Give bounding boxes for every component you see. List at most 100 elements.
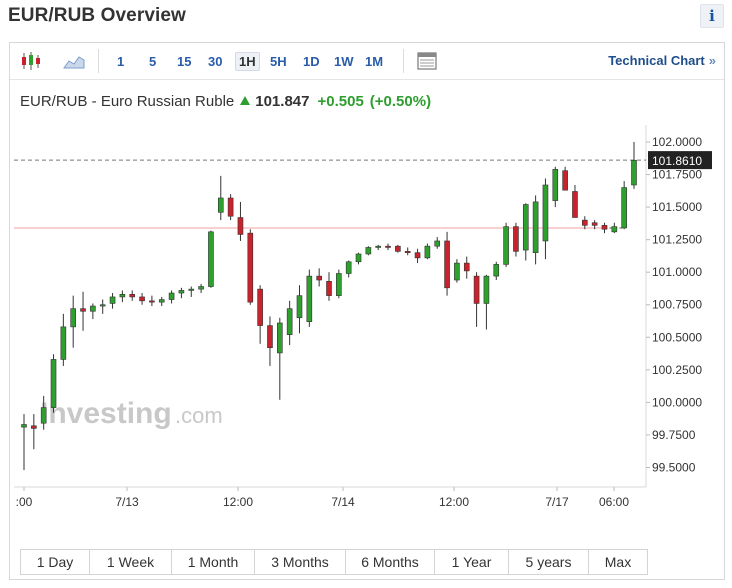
candle-down xyxy=(139,296,145,302)
candle-up xyxy=(217,197,224,213)
candle-up xyxy=(621,187,627,229)
interval-1m[interactable]: 1M xyxy=(365,54,384,69)
y-tick-label: 100.7500 xyxy=(652,298,702,312)
candle-down xyxy=(513,226,519,252)
candle-up xyxy=(493,264,500,277)
range-1-day[interactable]: 1 Day xyxy=(21,550,90,574)
candle-down xyxy=(31,425,37,429)
candle-down xyxy=(591,222,598,226)
candle-down xyxy=(80,308,86,312)
candle-up xyxy=(336,273,342,296)
x-tick-label: 7/14 xyxy=(331,495,355,509)
interval-1h[interactable]: 1H xyxy=(235,52,260,71)
y-tick-label: 101.5000 xyxy=(652,200,702,214)
interval-1d[interactable]: 1D xyxy=(303,54,320,69)
candle-up xyxy=(208,231,214,287)
candle-up xyxy=(611,226,618,233)
candle-down xyxy=(247,232,254,303)
area-chart-icon[interactable] xyxy=(62,50,86,72)
time-range-selector: 1 Day 1 Week 1 Month 3 Months 6 Months 1… xyxy=(20,549,648,575)
candle-up xyxy=(345,261,352,274)
candle-up xyxy=(365,247,372,255)
range-6-months[interactable]: 6 Months xyxy=(346,550,435,574)
watermark-text: Investing xyxy=(40,397,172,430)
x-tick-label: 7/17 xyxy=(545,495,569,509)
candle-down xyxy=(129,294,136,298)
data-table-icon[interactable] xyxy=(416,50,438,72)
toolbar-separator xyxy=(98,49,99,73)
y-tick-label: 100.5000 xyxy=(652,330,702,344)
info-icon[interactable]: i xyxy=(700,4,724,28)
candle-up xyxy=(454,262,460,281)
x-tick-label: 12:00 xyxy=(439,495,469,509)
interval-30[interactable]: 30 xyxy=(208,54,223,69)
interval-5[interactable]: 5 xyxy=(149,54,157,69)
candle-up xyxy=(119,294,126,298)
candle-up xyxy=(286,308,293,335)
candle-down xyxy=(572,191,578,218)
candle-up xyxy=(631,159,637,186)
range-1-month[interactable]: 1 Month xyxy=(172,550,255,574)
candle-down xyxy=(473,275,480,304)
candle-down xyxy=(227,197,234,217)
range-3-months[interactable]: 3 Months xyxy=(255,550,346,574)
candle-up xyxy=(90,305,96,312)
range-5-years[interactable]: 5 years xyxy=(509,550,589,574)
y-tick-label: 100.2500 xyxy=(652,363,702,377)
candle-down xyxy=(257,288,263,326)
candle-up xyxy=(306,275,313,322)
range-1-week[interactable]: 1 Week xyxy=(90,550,172,574)
candle-up xyxy=(355,253,362,263)
range-1-year[interactable]: 1 Year xyxy=(435,550,509,574)
candle-up xyxy=(99,304,106,307)
range-max[interactable]: Max xyxy=(589,550,647,574)
candle-down xyxy=(404,251,411,253)
chevron-right-icon: » xyxy=(708,53,716,68)
candle-up xyxy=(60,326,67,360)
candle-up xyxy=(188,288,195,291)
candle-up xyxy=(483,275,490,304)
candle-up xyxy=(375,245,381,248)
candle-down xyxy=(149,300,155,303)
last-price: 101.847 xyxy=(255,93,310,110)
interval-5h[interactable]: 5H xyxy=(270,54,287,69)
x-tick-label: 06:00 xyxy=(599,495,629,509)
candle-up xyxy=(552,169,559,201)
candle-up xyxy=(21,424,27,428)
candle-down xyxy=(414,252,421,259)
candle-up xyxy=(168,292,175,300)
candle-down xyxy=(601,225,608,230)
candle-up xyxy=(532,201,539,253)
page-title: EUR/RUB Overview xyxy=(8,5,186,26)
candle-down xyxy=(267,325,273,349)
candle-up xyxy=(277,322,283,354)
price-change-percent: (+0.50%) xyxy=(369,93,432,110)
candle-up xyxy=(198,286,204,290)
last-price-label-box xyxy=(648,151,712,170)
candle-up xyxy=(503,226,509,265)
arrow-up-icon xyxy=(240,96,251,105)
y-tick-label: 101.2500 xyxy=(652,233,702,247)
candlestick-chart[interactable]: Investing .com 102.0000 101.7500 101.5000 101… xyxy=(10,43,726,543)
watermark-suffix: .com xyxy=(175,403,223,428)
technical-chart-link[interactable]: Technical Chart» xyxy=(608,53,716,68)
candle-down xyxy=(385,245,391,248)
candlestick-chart-icon[interactable] xyxy=(19,50,43,72)
candle-up xyxy=(542,184,549,242)
interval-1w[interactable]: 1W xyxy=(334,54,354,69)
interval-15[interactable]: 15 xyxy=(177,54,192,69)
interval-1[interactable]: 1 xyxy=(117,54,125,69)
y-tick-label: 102.0000 xyxy=(652,135,702,149)
candle-up xyxy=(178,290,185,294)
y-tick-label: 99.7500 xyxy=(652,428,696,442)
candle-down xyxy=(444,240,450,289)
toolbar-separator xyxy=(403,49,404,73)
price-change: +0.505 xyxy=(317,93,364,110)
candle-up xyxy=(296,295,303,319)
y-tick-label: 101.0000 xyxy=(652,265,702,279)
candle-down xyxy=(562,170,568,191)
candle-down xyxy=(582,219,588,226)
candle-down xyxy=(326,281,332,296)
candle-down xyxy=(395,245,401,252)
candle-up xyxy=(50,359,57,408)
